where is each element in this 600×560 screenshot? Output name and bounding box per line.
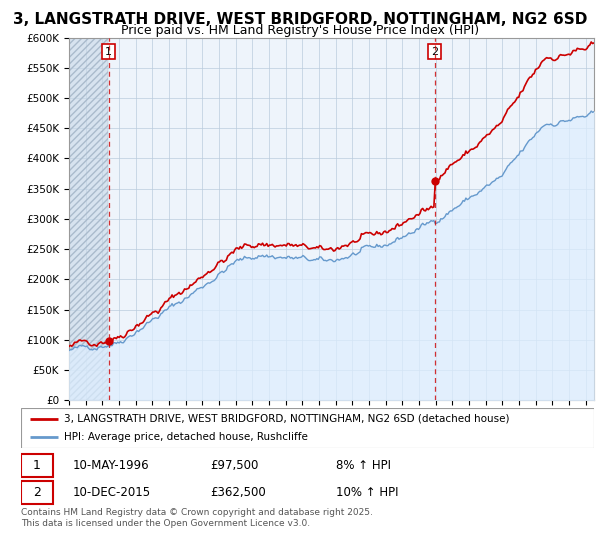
Text: HPI: Average price, detached house, Rushcliffe: HPI: Average price, detached house, Rush… xyxy=(64,432,308,442)
Text: Price paid vs. HM Land Registry's House Price Index (HPI): Price paid vs. HM Land Registry's House … xyxy=(121,24,479,36)
Bar xyxy=(69,38,109,400)
Text: 2: 2 xyxy=(431,46,438,57)
Text: £362,500: £362,500 xyxy=(210,486,266,499)
Text: 10-DEC-2015: 10-DEC-2015 xyxy=(73,486,151,499)
Bar xyxy=(69,38,109,400)
FancyBboxPatch shape xyxy=(21,454,53,477)
Text: 10% ↑ HPI: 10% ↑ HPI xyxy=(336,486,398,499)
Text: 1: 1 xyxy=(33,459,41,472)
Text: £97,500: £97,500 xyxy=(210,459,259,472)
Text: 3, LANGSTRATH DRIVE, WEST BRIDGFORD, NOTTINGHAM, NG2 6SD: 3, LANGSTRATH DRIVE, WEST BRIDGFORD, NOT… xyxy=(13,12,587,27)
Text: 1: 1 xyxy=(105,46,112,57)
Text: 8% ↑ HPI: 8% ↑ HPI xyxy=(336,459,391,472)
FancyBboxPatch shape xyxy=(21,408,594,448)
Text: 3, LANGSTRATH DRIVE, WEST BRIDGFORD, NOTTINGHAM, NG2 6SD (detached house): 3, LANGSTRATH DRIVE, WEST BRIDGFORD, NOT… xyxy=(64,414,509,423)
Text: 10-MAY-1996: 10-MAY-1996 xyxy=(73,459,149,472)
Text: 2: 2 xyxy=(33,486,41,499)
Text: Contains HM Land Registry data © Crown copyright and database right 2025.
This d: Contains HM Land Registry data © Crown c… xyxy=(21,508,373,528)
FancyBboxPatch shape xyxy=(21,481,53,504)
